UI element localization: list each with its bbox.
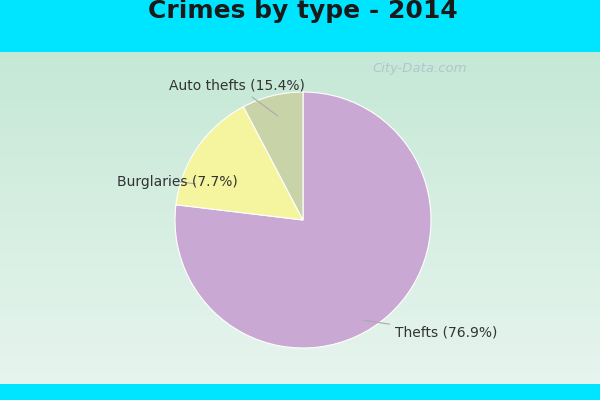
Bar bbox=[0, 296, 600, 302]
Bar bbox=[0, 198, 600, 205]
Bar bbox=[0, 101, 600, 108]
Bar bbox=[0, 87, 600, 94]
Bar bbox=[0, 316, 600, 324]
Bar bbox=[0, 337, 600, 344]
Bar bbox=[0, 261, 600, 268]
Bar bbox=[0, 247, 600, 254]
Title: Crimes by type - 2014: Crimes by type - 2014 bbox=[148, 0, 458, 23]
Bar bbox=[0, 122, 600, 128]
Bar bbox=[0, 384, 600, 400]
Bar bbox=[0, 358, 600, 365]
Bar bbox=[0, 324, 600, 330]
Bar bbox=[0, 379, 600, 386]
Bar bbox=[0, 254, 600, 261]
Bar bbox=[0, 142, 600, 150]
Bar bbox=[0, 386, 600, 393]
Bar bbox=[0, 136, 600, 142]
Bar bbox=[0, 59, 600, 66]
Bar bbox=[0, 289, 600, 296]
Bar bbox=[0, 184, 600, 191]
Bar bbox=[0, 344, 600, 351]
Bar bbox=[0, 268, 600, 275]
Bar bbox=[0, 115, 600, 122]
Bar bbox=[0, 240, 600, 247]
Bar bbox=[0, 163, 600, 170]
Bar bbox=[0, 52, 600, 59]
Text: Thefts (76.9%): Thefts (76.9%) bbox=[364, 320, 497, 340]
Bar bbox=[0, 73, 600, 80]
Bar bbox=[0, 302, 600, 310]
Bar bbox=[0, 170, 600, 177]
Bar bbox=[0, 351, 600, 358]
Bar bbox=[0, 310, 600, 316]
Bar bbox=[0, 205, 600, 212]
Bar bbox=[0, 80, 600, 87]
Text: Burglaries (7.7%): Burglaries (7.7%) bbox=[118, 174, 238, 188]
Bar bbox=[0, 212, 600, 219]
Bar bbox=[0, 108, 600, 115]
Bar bbox=[0, 66, 600, 73]
Bar bbox=[0, 330, 600, 337]
Bar bbox=[0, 219, 600, 226]
Bar bbox=[0, 365, 600, 372]
Bar bbox=[0, 226, 600, 233]
Bar bbox=[0, 393, 600, 400]
Bar bbox=[0, 0, 600, 52]
Bar bbox=[0, 233, 600, 240]
Bar bbox=[0, 177, 600, 184]
Bar bbox=[0, 191, 600, 198]
Bar bbox=[0, 128, 600, 136]
Text: City-Data.com: City-Data.com bbox=[372, 62, 467, 75]
Bar bbox=[0, 282, 600, 289]
Bar bbox=[0, 275, 600, 282]
Wedge shape bbox=[176, 107, 303, 220]
Bar bbox=[0, 372, 600, 379]
Wedge shape bbox=[175, 92, 431, 348]
Bar bbox=[0, 94, 600, 101]
Bar bbox=[0, 156, 600, 163]
Text: Auto thefts (15.4%): Auto thefts (15.4%) bbox=[169, 78, 304, 116]
Wedge shape bbox=[244, 92, 303, 220]
Bar bbox=[0, 150, 600, 156]
